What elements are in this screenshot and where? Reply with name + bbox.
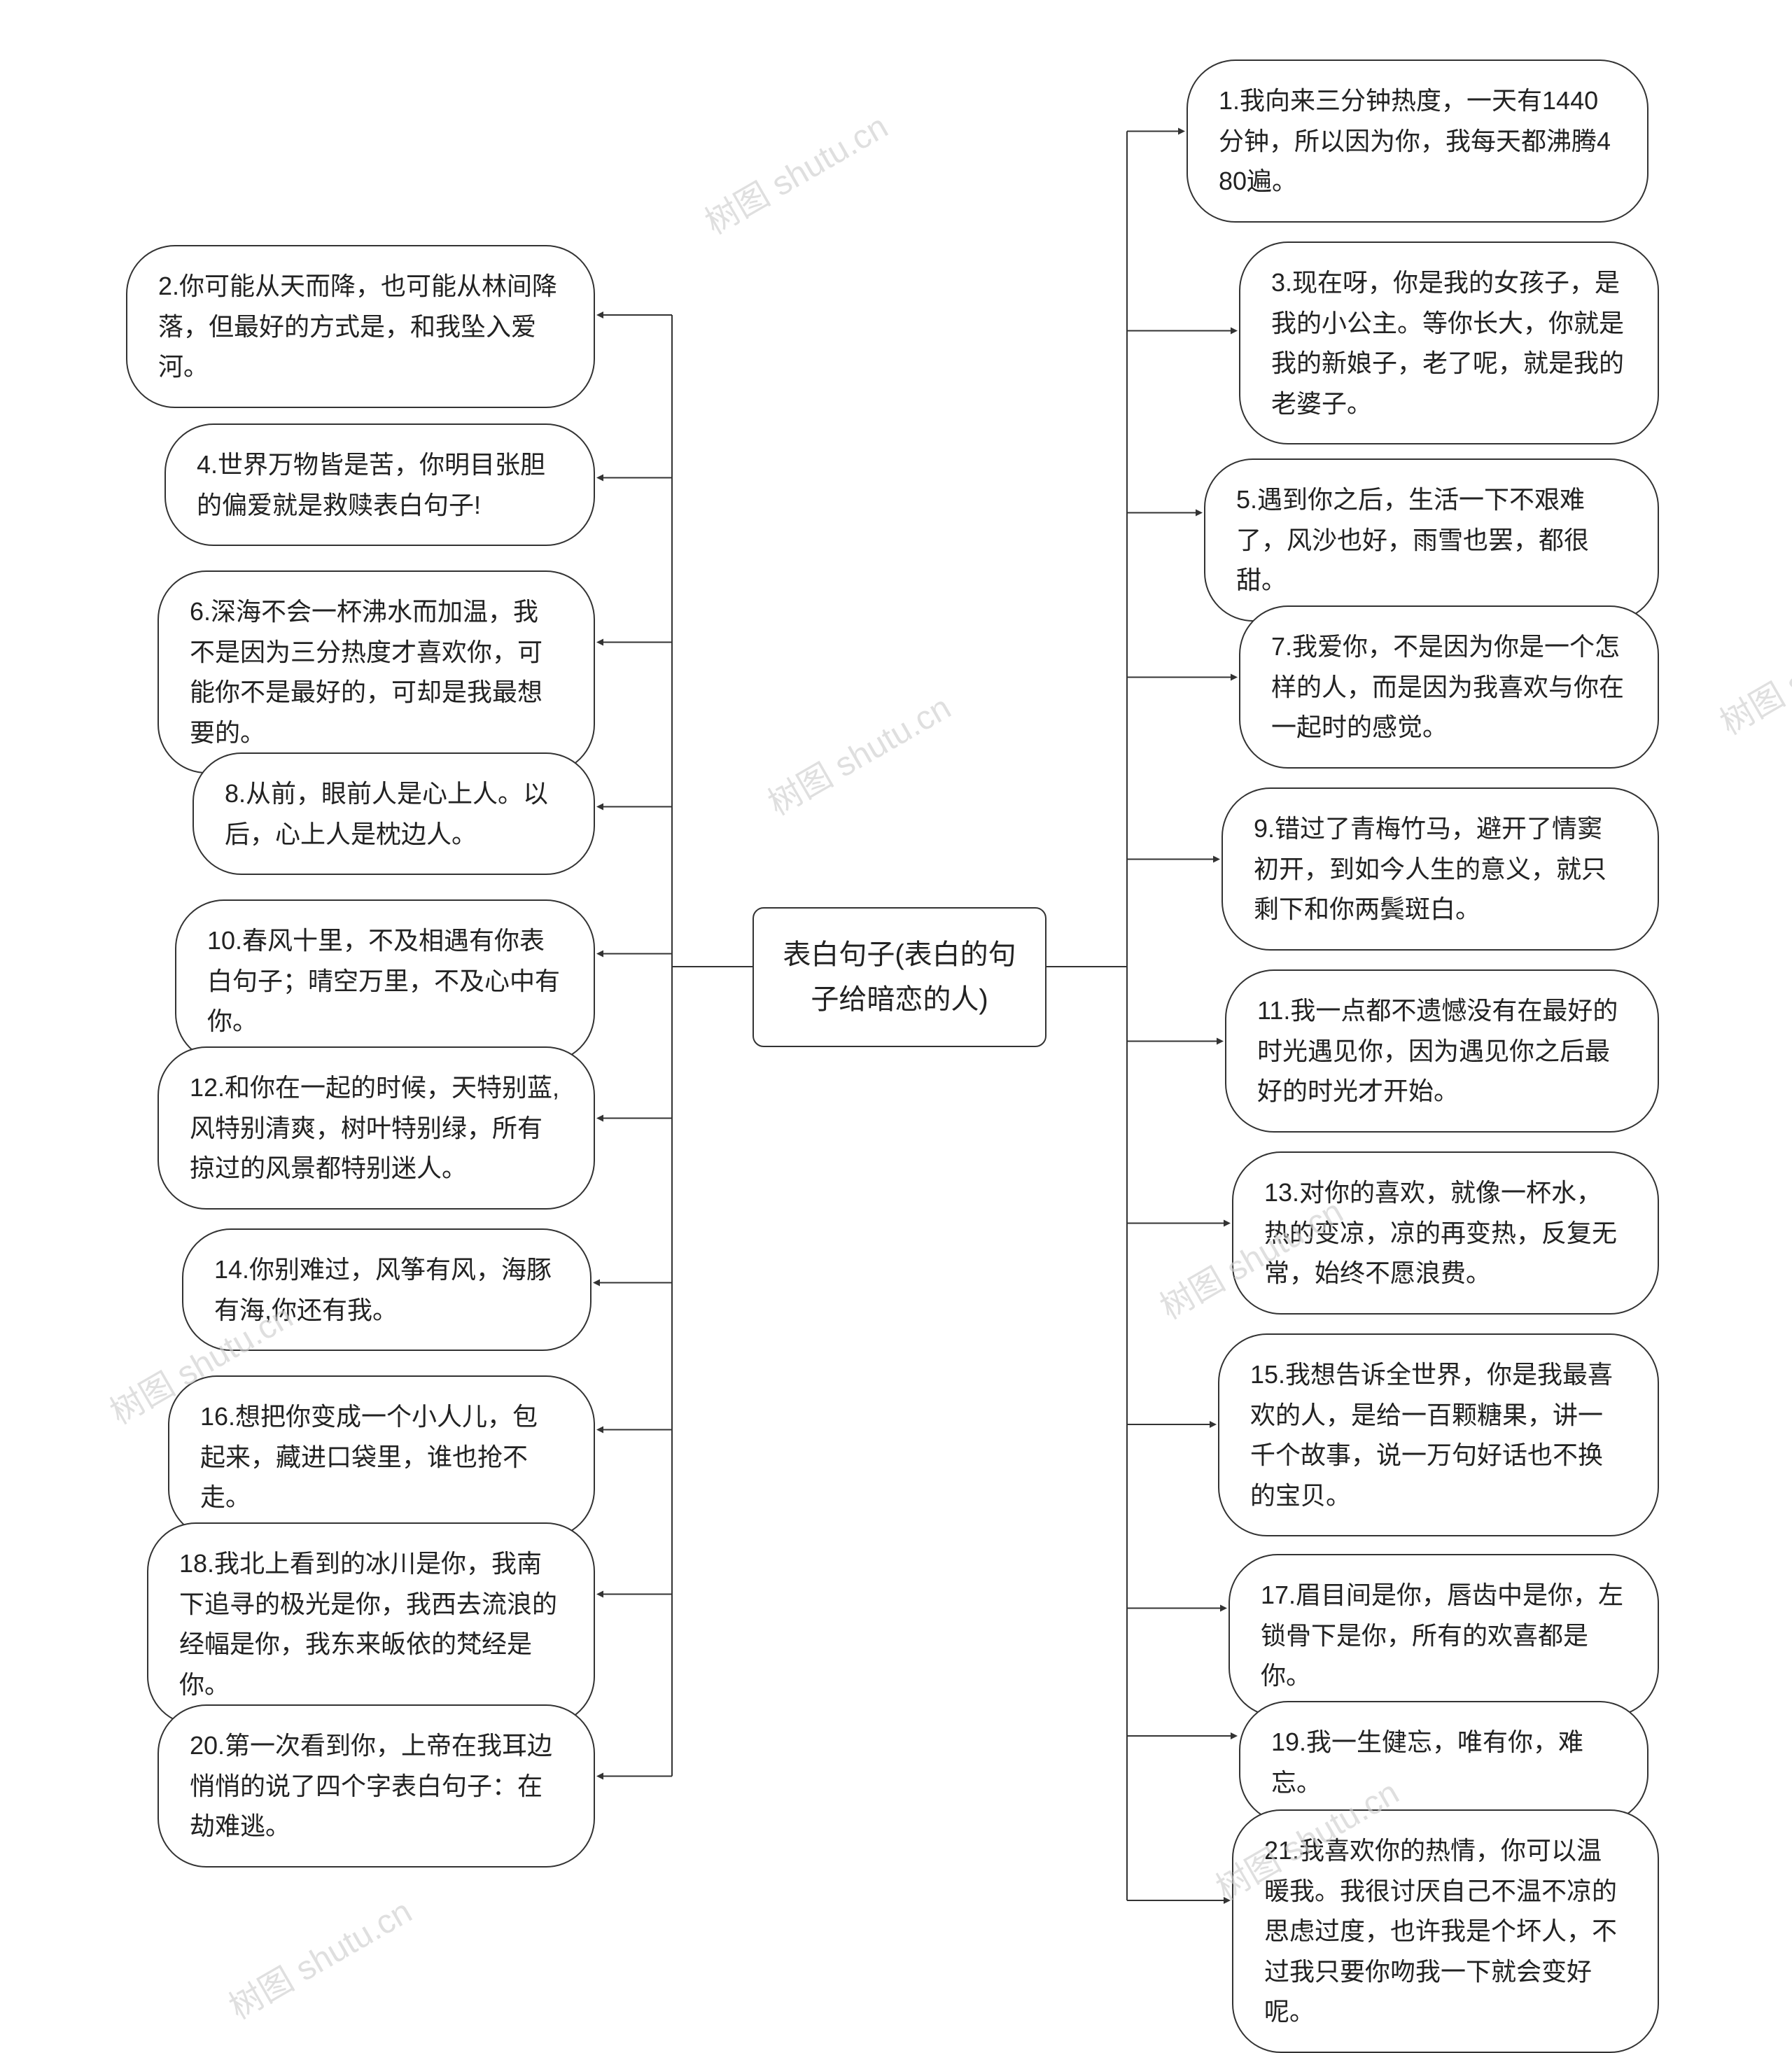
- leaf-node: 17.眉目间是你，唇齿中是你，左锁骨下是你，所有的欢喜都是你。: [1228, 1554, 1659, 1717]
- leaf-node: 13.对你的喜欢，就像一杯水，热的变凉，凉的再变热，反复无常，始终不愿浪费。: [1232, 1151, 1659, 1315]
- watermark: 树图 shutu.cn: [694, 99, 895, 244]
- leaf-node: 8.从前，眼前人是心上人。以后，心上人是枕边人。: [192, 752, 595, 875]
- leaf-node: 18.我北上看到的冰川是你，我南下追寻的极光是你，我西去流浪的经幅是你，我东来皈…: [147, 1522, 595, 1725]
- leaf-node: 7.我爱你，不是因为你是一个怎样的人，而是因为我喜欢与你在一起时的感觉。: [1239, 605, 1659, 769]
- leaf-node: 4.世界万物皆是苦，你明目张胆的偏爱就是救赎表白句子!: [164, 423, 595, 546]
- leaf-node: 20.第一次看到你，上帝在我耳边悄悄的说了四个字表白句子：在劫难逃。: [158, 1704, 595, 1868]
- leaf-node: 15.我想告诉全世界，你是我最喜欢的人，是给一百颗糖果，讲一千个故事，说一万句好…: [1218, 1333, 1659, 1536]
- watermark: 树图 shutu.cn: [757, 680, 958, 825]
- mindmap-canvas: 表白句子(表白的句子给暗恋的人) 2.你可能从天而降，也可能从林间降落，但最好的方…: [0, 0, 1792, 1984]
- leaf-node: 14.你别难过，风筝有风，海豚有海,你还有我。: [182, 1228, 592, 1351]
- leaf-node: 10.春风十里，不及相遇有你表白句子；晴空万里，不及心中有你。: [175, 899, 595, 1063]
- leaf-node: 11.我一点都不遗憾没有在最好的时光遇见你，因为遇见你之后最好的时光才开始。: [1225, 969, 1659, 1133]
- watermark: 树图 shutu.cn: [218, 1884, 419, 2029]
- leaf-node: 3.现在呀，你是我的女孩子，是我的小公主。等你长大，你就是我的新娘子，老了呢，就…: [1239, 241, 1659, 444]
- leaf-node: 16.想把你变成一个小人儿，包起来，藏进口袋里，谁也抢不走。: [168, 1375, 595, 1539]
- leaf-node: 21.我喜欢你的热情，你可以温暖我。我很讨厌自己不温不凉的思虑过度，也许我是个坏…: [1232, 1809, 1659, 2053]
- leaf-node: 5.遇到你之后，生活一下不艰难了，风沙也好，雨雪也罢，都很甜。: [1204, 458, 1659, 622]
- root-node: 表白句子(表白的句子给暗恋的人): [752, 907, 1046, 1047]
- watermark: 树图 shutu.cn: [1709, 600, 1792, 744]
- leaf-node: 12.和你在一起的时候，天特别蓝,风特别清爽，树叶特别绿，所有掠过的风景都特别迷…: [158, 1046, 595, 1210]
- leaf-node: 2.你可能从天而降，也可能从林间降落，但最好的方式是，和我坠入爱河。: [126, 245, 595, 408]
- leaf-node: 6.深海不会一杯沸水而加温，我不是因为三分热度才喜欢你，可能你不是最好的，可却是…: [158, 570, 595, 773]
- leaf-node: 9.错过了青梅竹马，避开了情窦初开，到如今人生的意义，就只剩下和你两鬓斑白。: [1222, 787, 1659, 951]
- leaf-node: 19.我一生健忘，唯有你，难忘。: [1239, 1701, 1648, 1823]
- leaf-node: 1.我向来三分钟热度，一天有1440分钟，所以因为你，我每天都沸腾480遍。: [1186, 59, 1648, 223]
